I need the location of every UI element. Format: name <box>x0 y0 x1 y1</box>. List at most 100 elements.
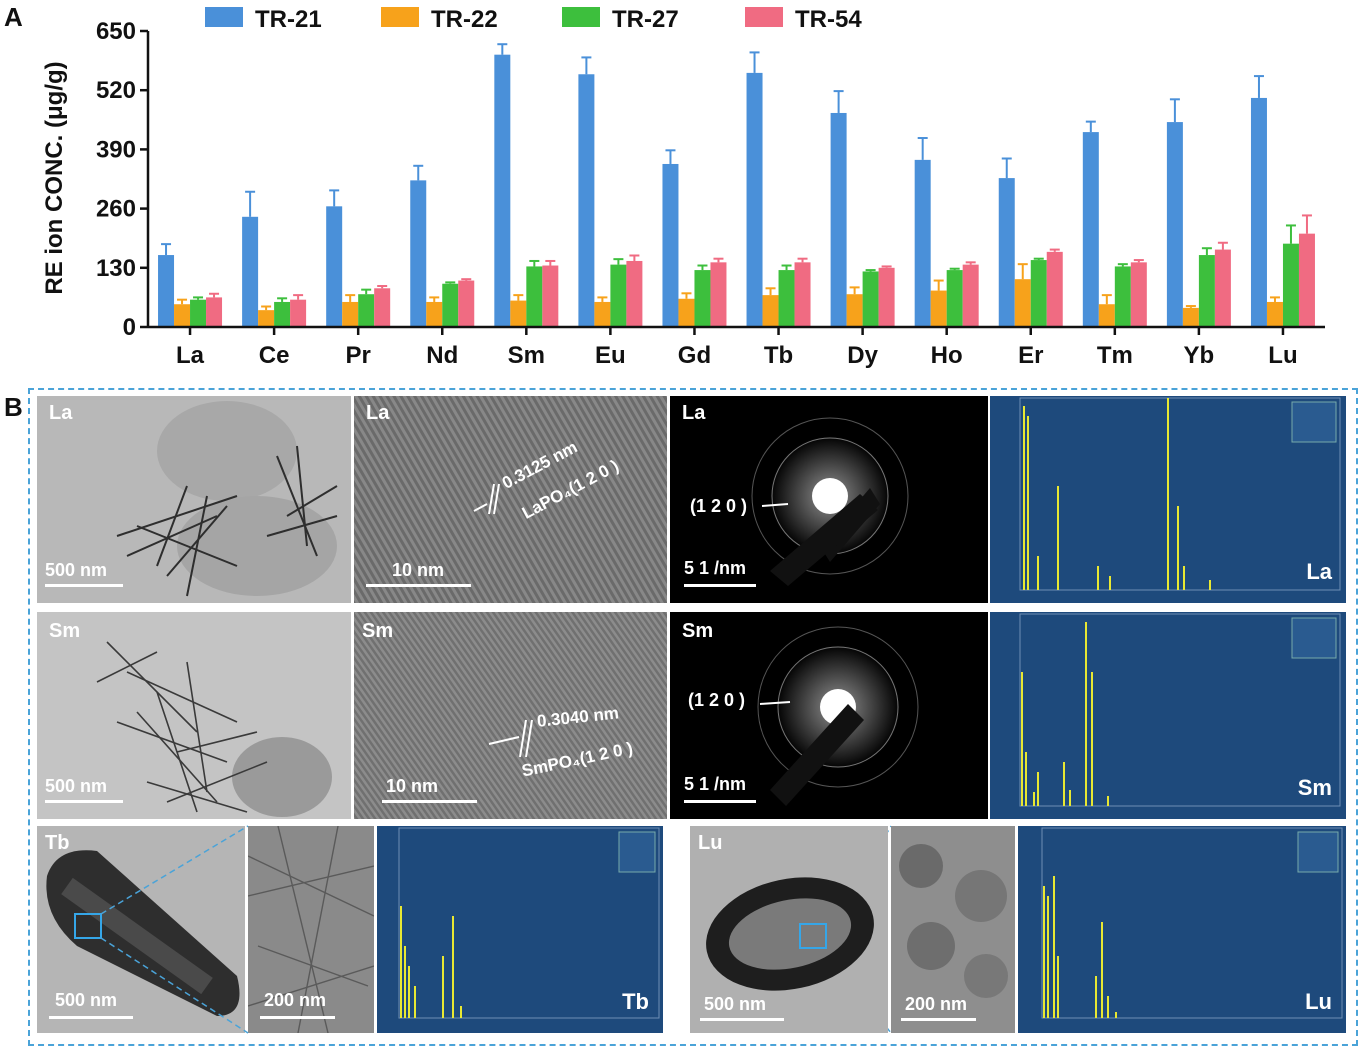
legend-swatch-tr-27 <box>562 7 600 27</box>
hrtem-sm-label: Sm <box>362 620 394 642</box>
x-tick-label: Ce <box>259 342 290 369</box>
bar-tr-54 <box>374 288 391 327</box>
y-tick-label: 390 <box>96 136 136 163</box>
x-tick-label: Yb <box>1184 342 1215 369</box>
bar-tr-22 <box>1266 301 1283 327</box>
legend-label: TR-54 <box>795 6 862 33</box>
bar-tr-21 <box>914 159 931 327</box>
tem-la-label: La <box>49 402 73 424</box>
tem-sm-label: Sm <box>49 620 81 642</box>
bar-tr-22 <box>1014 279 1031 327</box>
saed-la-scale-label: 5 1 /nm <box>684 558 747 578</box>
bar-tr-27 <box>1282 243 1299 327</box>
bar-tr-54 <box>206 297 223 327</box>
bar-tr-21 <box>998 178 1015 327</box>
y-axis: 0 130 260 390 520 650 <box>96 18 150 341</box>
x-tick-label: Tb <box>764 342 793 369</box>
eds-la-label: La <box>1306 559 1332 584</box>
bar-tr-22 <box>426 301 443 327</box>
x-tick-label: Er <box>1018 342 1043 369</box>
bar-tr-27 <box>778 270 795 327</box>
tem-sm-scale-label: 500 nm <box>45 776 108 796</box>
eds-sm-label: Sm <box>1297 775 1332 800</box>
x-tick-label: Sm <box>508 342 545 369</box>
bar-tr-22 <box>174 304 191 327</box>
bar-tr-22 <box>258 310 275 327</box>
eds-spectrum-sm: Sm <box>990 612 1346 819</box>
tem-sm-scale-bar <box>45 800 123 803</box>
bar-tr-54 <box>794 262 811 327</box>
panel-b-letter: B <box>4 392 23 422</box>
bar-tr-27 <box>946 270 963 327</box>
saed-pattern-sm: Sm (1 2 0 ) 5 1 /nm <box>670 612 988 819</box>
x-tick-label: Nd <box>426 342 458 369</box>
bar-tr-27 <box>694 270 711 327</box>
bar-tr-22 <box>762 295 779 327</box>
bar-tr-27 <box>1198 255 1215 327</box>
bar-tr-27 <box>442 283 459 327</box>
bar-tr-22 <box>594 301 611 327</box>
bar-tr-21 <box>830 112 847 327</box>
x-tick-label: Gd <box>678 342 711 369</box>
bar-tr-21 <box>578 74 595 327</box>
bar-tr-27 <box>274 301 291 327</box>
eds-spectrum-la: La <box>990 396 1346 603</box>
bar-tr-54 <box>626 260 643 327</box>
tem-lu-label: Lu <box>698 832 723 854</box>
saed-la-plane: (1 2 0 ) <box>690 496 748 516</box>
bar-tr-27 <box>1114 266 1131 327</box>
hrtem-sm-scale-label: 10 nm <box>386 776 439 796</box>
x-tick-label: Ho <box>931 342 963 369</box>
bar-tr-21 <box>242 216 259 327</box>
chart-legend: TR-21 TR-22 TR-27 TR-54 <box>205 6 862 33</box>
bar-tr-22 <box>678 298 695 327</box>
zoom-image-tb: 200 nm <box>248 826 374 1033</box>
bar-tr-54 <box>962 264 979 327</box>
hrtem-sm-scale-bar <box>382 800 477 803</box>
hrtem-image-sm: Sm 0.3040 nm SmPO₄(1 2 0 ) 10 nm <box>354 612 667 819</box>
x-axis: La Ce Pr Nd Sm Eu Gd Tb Dy Ho Er Tm Yb Lu <box>148 325 1325 369</box>
saed-la-scale-bar <box>684 584 756 587</box>
bar-tr-21 <box>662 163 679 327</box>
zoom-lu-scale-bar <box>901 1018 976 1021</box>
x-tick-label: La <box>176 342 205 369</box>
x-tick-label: Pr <box>345 342 370 369</box>
saed-la-label: La <box>682 402 706 424</box>
y-tick-label: 0 <box>123 314 136 341</box>
hrtem-la-scale-label: 10 nm <box>392 560 445 580</box>
bar-tr-54 <box>710 262 727 327</box>
y-tick-label: 130 <box>96 255 136 282</box>
bar-tr-21 <box>1166 122 1183 327</box>
tem-la-scale-label: 500 nm <box>45 560 108 580</box>
bar-tr-54 <box>1298 233 1315 327</box>
bar-tr-54 <box>542 265 559 327</box>
hrtem-image-la: La 0.3125 nm LaPO₄(1 2 0 ) 10 nm <box>354 396 667 603</box>
bar-tr-21 <box>410 180 427 327</box>
bar-tr-54 <box>878 267 895 327</box>
bar-chart: TR-21 TR-22 TR-27 TR-54 0 130 260 390 520 650 La… <box>41 6 1325 369</box>
bar-tr-22 <box>510 300 527 327</box>
tem-tb-scale-bar <box>49 1016 133 1019</box>
tem-la-scale-bar <box>45 584 123 587</box>
bar-tr-54 <box>290 299 307 327</box>
bar-tr-54 <box>1130 262 1147 327</box>
bar-tr-22 <box>846 294 863 327</box>
bar-tr-27 <box>1030 260 1047 327</box>
saed-sm-scale-label: 5 1 /nm <box>684 774 747 794</box>
saed-sm-plane: (1 2 0 ) <box>688 690 746 710</box>
bar-tr-21 <box>158 255 175 327</box>
tem-lu-scale-bar <box>700 1018 784 1021</box>
eds-spectrum-lu: Lu <box>1018 826 1346 1033</box>
bar-tr-54 <box>1214 249 1231 327</box>
legend-swatch-tr-22 <box>381 7 419 27</box>
bar-tr-22 <box>930 290 947 327</box>
tem-image-la: La 500 nm <box>37 396 351 603</box>
panel-a-letter: A <box>4 2 23 32</box>
x-tick-label: Eu <box>595 342 626 369</box>
saed-pattern-la: La (1 2 0 ) 5 1 /nm <box>670 396 988 603</box>
x-tick-label: Tm <box>1097 342 1133 369</box>
bar-tr-54 <box>1046 251 1063 327</box>
y-axis-label: RE ion CONC. (μg/g) <box>41 61 68 294</box>
bar-tr-21 <box>494 54 511 328</box>
y-tick-label: 260 <box>96 196 136 223</box>
